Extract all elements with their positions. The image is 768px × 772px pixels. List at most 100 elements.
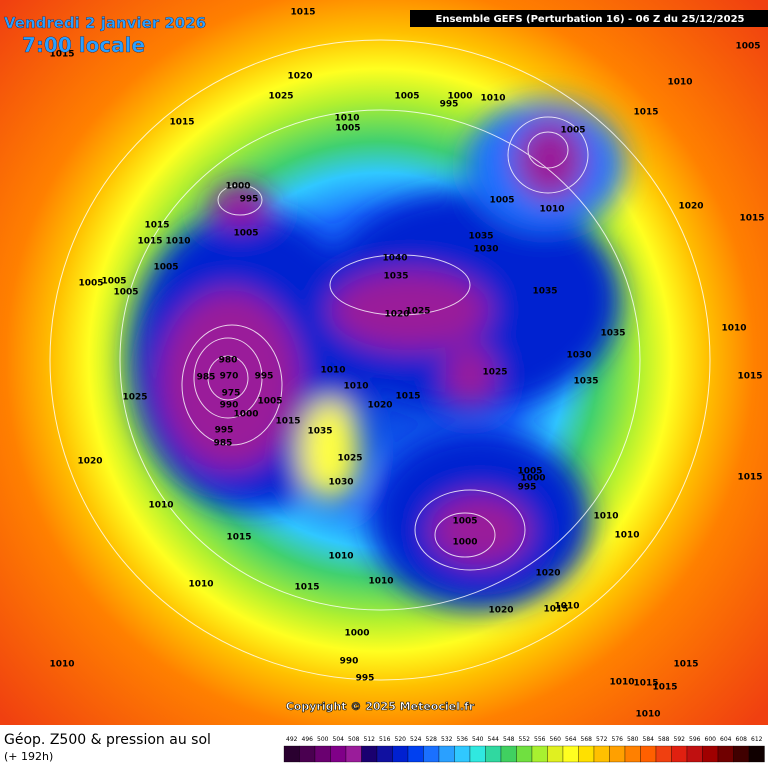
pressure-label: 1015: [737, 473, 762, 483]
colorbar-tick-label: 512: [364, 736, 376, 743]
pressure-label: 995: [518, 483, 537, 493]
pressure-label: 1010: [320, 366, 345, 376]
colorbar-swatch: [345, 745, 362, 763]
colorbar-swatch: [516, 745, 533, 763]
pressure-label: 1015: [144, 221, 169, 231]
pressure-label: 1030: [566, 351, 591, 361]
colorbar-tick-label: 508: [348, 736, 360, 743]
forecast-time: 7:00 locale: [22, 33, 145, 57]
colorbar: 492 496 500 504 508 512 516 520 524 528 532 536 540 5…: [283, 736, 765, 763]
colorbar-swatch: [407, 745, 424, 763]
pressure-label: 1015: [395, 392, 420, 402]
pressure-label: 1015: [673, 660, 698, 670]
colorbar-tick-label: 540: [472, 736, 484, 743]
colorbar-tick-label: 588: [658, 736, 670, 743]
pressure-label: 1005: [233, 229, 258, 239]
pressure-label: 990: [340, 657, 359, 667]
footer-lead: (+ 192h): [4, 750, 53, 763]
pressure-label: 1015: [169, 118, 194, 128]
pressure-label: 1035: [573, 377, 598, 387]
pressure-label: 1035: [468, 232, 493, 242]
colorbar-tick-label: 496: [302, 736, 314, 743]
colorbar-tick-label: 592: [674, 736, 686, 743]
colorbar-tick-label: 612: [751, 736, 763, 743]
footer-title: Géop. Z500 & pression au sol: [4, 732, 211, 748]
pressure-label: 1010: [368, 577, 393, 587]
pressure-label: 1010: [721, 324, 746, 334]
colorbar-swatch: [299, 745, 316, 763]
pressure-label: 1005: [394, 92, 419, 102]
pressure-label: 1035: [600, 329, 625, 339]
pressure-label: 995: [240, 195, 259, 205]
pressure-label: 1020: [488, 606, 513, 616]
pressure-label: 985: [197, 373, 216, 383]
pressure-label: 1000: [452, 538, 477, 548]
pressure-label: 1005: [452, 517, 477, 527]
pressure-label: 1005: [560, 126, 585, 136]
pressure-label: 1010: [635, 710, 660, 720]
colorbar-tick-label: 608: [736, 736, 748, 743]
colorbar-tick-label: 584: [643, 736, 655, 743]
colorbar-swatch: [717, 745, 734, 763]
pressure-label: 1010: [667, 78, 692, 88]
colorbar-swatch: [314, 745, 331, 763]
forecast-date: Vendredi 2 janvier 2026: [4, 14, 206, 32]
pressure-label: 1000: [447, 92, 472, 102]
pressure-label: 1030: [328, 478, 353, 488]
pressure-label: 1015: [226, 533, 251, 543]
colorbar-swatch: [593, 745, 610, 763]
pressure-label: 1010: [614, 531, 639, 541]
colorbar-swatch: [547, 745, 564, 763]
pressure-label: 1020: [535, 569, 560, 579]
colorbar-swatch: [702, 745, 719, 763]
colorbar-tick-label: 576: [612, 736, 624, 743]
colorbar-tick-label: 492: [286, 736, 298, 743]
pressure-label: 1025: [268, 92, 293, 102]
copyright: Copyright © 2025 Meteociel.fr: [286, 700, 475, 713]
colorbar-tick-label: 580: [627, 736, 639, 743]
pressure-label: 1010: [49, 660, 74, 670]
colorbar-tick-label: 604: [720, 736, 732, 743]
pressure-label: 1005: [257, 397, 282, 407]
colorbar-swatch: [361, 745, 378, 763]
pressure-label: 1005: [335, 124, 360, 134]
colorbar-tick-label: 560: [550, 736, 562, 743]
pressure-label: 990: [220, 401, 239, 411]
pressure-label: 1010: [343, 382, 368, 392]
pressure-label: 1035: [307, 427, 332, 437]
colorbar-swatch: [609, 745, 626, 763]
pressure-label: 1005: [517, 467, 542, 477]
pressure-label: 1010: [165, 237, 190, 247]
pressure-label: 1015: [633, 679, 658, 689]
pressure-label: 1025: [482, 368, 507, 378]
pressure-label: 1015: [275, 417, 300, 427]
colorbar-swatch: [330, 745, 347, 763]
colorbar-swatch: [469, 745, 486, 763]
pressure-label: 1020: [77, 457, 102, 467]
pressure-label: 1010: [334, 114, 359, 124]
pressure-label: 1010: [593, 512, 618, 522]
pressure-label: 995: [356, 674, 375, 684]
pressure-label: 1010: [188, 580, 213, 590]
run-banner: [410, 10, 768, 27]
pressure-label: 1010: [480, 94, 505, 104]
pressure-label: 1005: [101, 277, 126, 287]
colorbar-tick-label: 600: [705, 736, 717, 743]
pressure-label: 1005: [153, 263, 178, 273]
pressure-label: 975: [222, 389, 241, 399]
pressure-label: 995: [440, 100, 459, 110]
colorbar-tick-label: 500: [317, 736, 329, 743]
colorbar-tick-label: 528: [426, 736, 438, 743]
pressure-label: 980: [219, 356, 238, 366]
colorbar-tick-label: 516: [379, 736, 391, 743]
pressure-label: 1015: [633, 108, 658, 118]
colorbar-swatch: [376, 745, 393, 763]
colorbar-swatch: [283, 745, 300, 763]
run-info: Ensemble GEFS (Perturbation 16) - 06 Z d…: [436, 14, 745, 25]
pressure-label: 1015: [290, 8, 315, 18]
colorbar-swatch: [423, 745, 440, 763]
colorbar-tick-label: 548: [503, 736, 515, 743]
pressure-label: 1040: [382, 254, 407, 264]
pressure-label: 1015: [737, 372, 762, 382]
